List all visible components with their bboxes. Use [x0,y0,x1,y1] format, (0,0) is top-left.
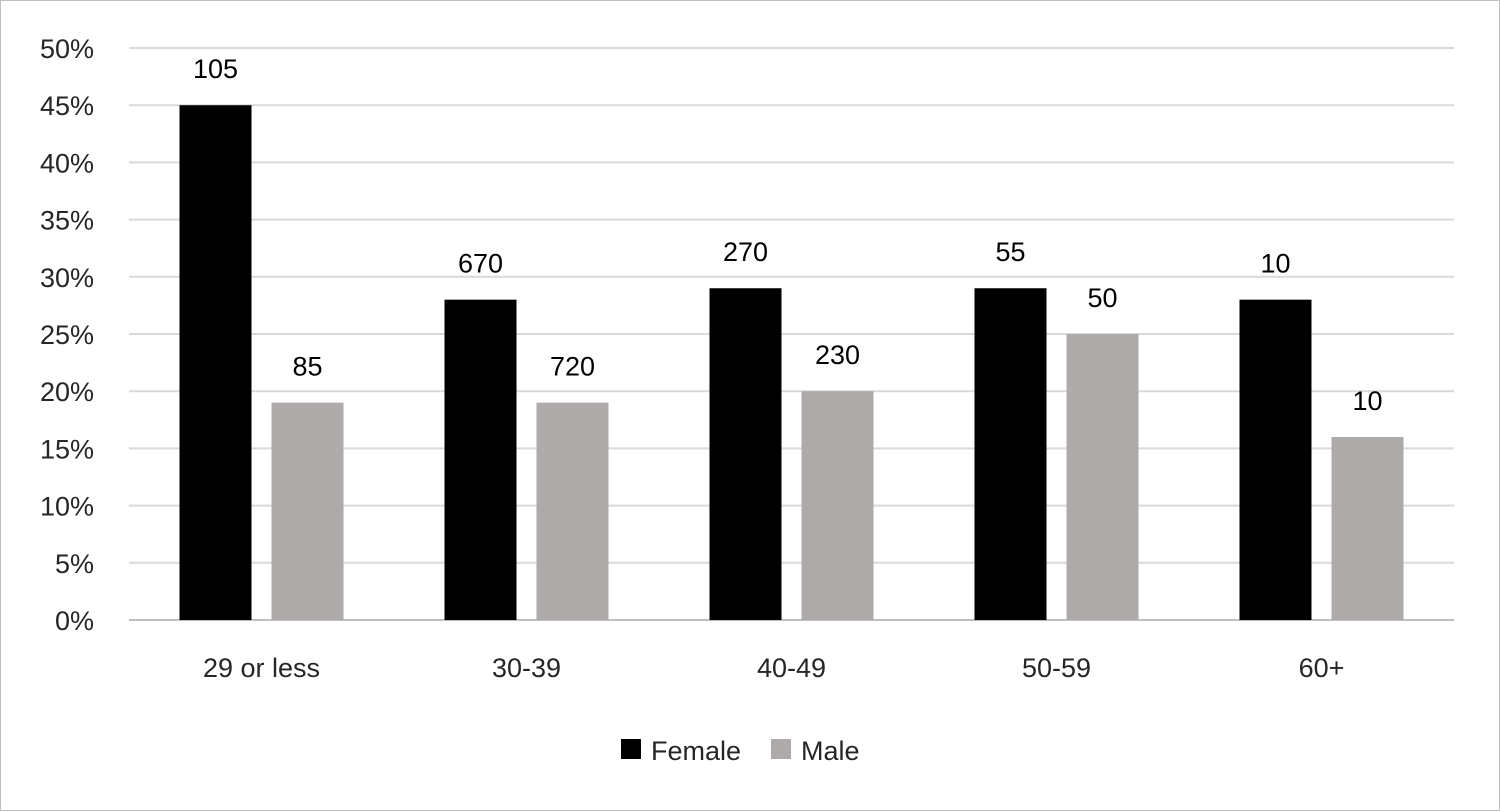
x-tick-label: 50-59 [1022,653,1091,683]
x-tick-label: 40-49 [757,653,826,683]
legend-label-male: Male [801,736,860,766]
x-tick-label: 29 or less [203,653,320,683]
y-tick-label: 0% [55,606,94,636]
legend-label-female: Female [651,736,741,766]
data-label: 85 [292,352,322,382]
y-tick-label: 15% [40,434,94,464]
y-tick-label: 5% [55,549,94,579]
bar-female [1239,299,1312,620]
x-tick-label: 30-39 [492,653,561,683]
data-label: 10 [1260,249,1290,279]
bar-male [271,402,344,620]
y-tick-label: 35% [40,206,94,236]
bar-male [1066,334,1139,620]
y-tick-label: 45% [40,91,94,121]
data-label: 55 [995,237,1025,267]
bar-male [1331,436,1404,620]
y-tick-label: 30% [40,263,94,293]
bar-male [801,391,874,620]
data-label: 720 [550,352,595,382]
bar-male [536,402,609,620]
x-axis-ticks: 29 or less 30-39 40-49 50-59 60+ [203,653,1344,683]
bar-female [179,105,252,620]
bar-female [709,288,782,620]
y-tick-label: 50% [40,34,94,64]
data-label: 270 [723,237,768,267]
legend-swatch-male [771,739,791,759]
data-label: 10 [1352,386,1382,416]
legend-swatch-female [621,739,641,759]
bar-female [444,299,517,620]
data-label: 50 [1087,283,1117,313]
y-axis-ticks: 0% 5% 10% 15% 20% 25% 30% 35% 40% 45% 50% [40,34,94,636]
y-tick-label: 25% [40,320,94,350]
data-labels: 105 85 670 720 270 230 55 50 10 10 [193,54,1383,416]
data-label: 105 [193,54,238,84]
y-tick-label: 20% [40,377,94,407]
bar-female [974,288,1047,620]
legend: Female Male [621,736,860,766]
data-label: 230 [815,340,860,370]
bars [179,105,1404,620]
x-tick-label: 60+ [1299,653,1345,683]
y-tick-label: 10% [40,492,94,522]
y-tick-label: 40% [40,148,94,178]
gridlines [129,47,1454,621]
data-label: 670 [458,249,503,279]
